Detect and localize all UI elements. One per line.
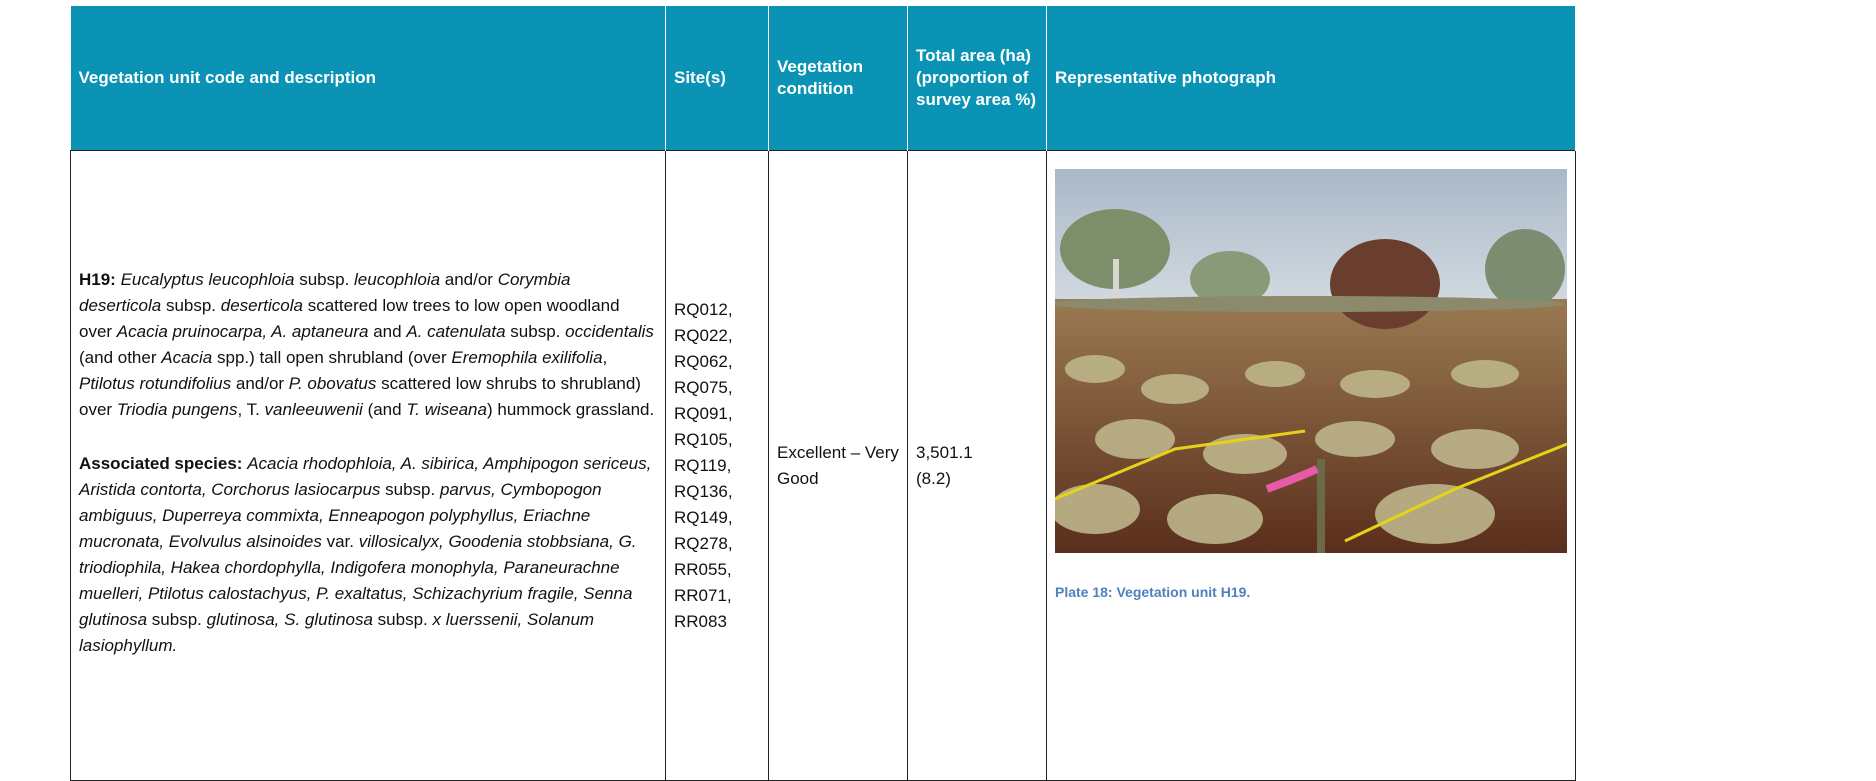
text-run: and/or — [231, 374, 289, 393]
header-cell: Total area (ha) (proportion of survey ar… — [908, 6, 1047, 151]
text-run: Acacia — [161, 348, 212, 367]
description-cell: H19: Eucalyptus leucophloia subsp. leuco… — [71, 151, 666, 781]
area: 3,501.1 — [916, 443, 973, 462]
text-run: (and other — [79, 348, 161, 367]
document: Vegetation unit code and description Sit… — [70, 6, 1576, 781]
text-run: subsp. — [506, 322, 566, 341]
text-run: H19: — [79, 270, 121, 289]
text-run: ) hummock grassland. — [487, 400, 654, 419]
text-run: Ptilotus rotundifolius — [79, 374, 231, 393]
text-run: Triodia pungens — [117, 400, 238, 419]
text-run: var. — [322, 532, 359, 551]
text-run: , — [603, 348, 608, 367]
site-code: RQ062, — [674, 349, 760, 375]
site-code: RR083 — [674, 609, 760, 635]
text-run: leucophloia — [354, 270, 440, 289]
site-code: RR071, — [674, 583, 760, 609]
text-run: Eucalyptus leucophloia — [121, 270, 295, 289]
text-run: subsp. — [373, 610, 433, 629]
text-run: A. catenulata — [406, 322, 505, 341]
site-code: RQ149, — [674, 505, 760, 531]
condition-cell: Excellent – Very Good — [769, 151, 908, 781]
text-run: vanleeuwenii — [265, 400, 363, 419]
text-run: Eremophila exilifolia — [451, 348, 602, 367]
text-run: (and — [363, 400, 406, 419]
text-run: and/or — [440, 270, 498, 289]
site-code: RR055, — [674, 557, 760, 583]
site-code: RQ278, — [674, 531, 760, 557]
vegetation-table: Vegetation unit code and description Sit… — [70, 6, 1576, 781]
site-code: RQ136, — [674, 479, 760, 505]
photo-cell: Plate 18: Vegetation unit H19. — [1047, 151, 1576, 781]
header-cell: Representative photograph — [1047, 6, 1576, 151]
description-paragraph: Associated species: Acacia rhodophloia, … — [79, 451, 657, 659]
photograph — [1055, 169, 1567, 553]
text-run: subsp. — [380, 480, 440, 499]
text-run: , T. — [237, 400, 264, 419]
site-code: RQ075, — [674, 375, 760, 401]
header-row: Vegetation unit code and description Sit… — [71, 6, 1576, 151]
text-run: occidentalis — [565, 322, 654, 341]
proportion: (8.2) — [916, 469, 951, 488]
page: Vegetation unit code and description Sit… — [0, 0, 1876, 769]
sites-cell: RQ012,RQ022,RQ062,RQ075,RQ091,RQ105,RQ11… — [666, 151, 769, 781]
text-run: subsp. — [161, 296, 221, 315]
text-run: T. wiseana — [406, 400, 487, 419]
photo-caption: Plate 18: Vegetation unit H19. — [1055, 579, 1567, 605]
header-cell: Vegetation condition — [769, 6, 908, 151]
header-cell: Vegetation unit code and description — [71, 6, 666, 151]
text-run: glutinosa, S. glutinosa — [207, 610, 373, 629]
text-run: P. obovatus — [289, 374, 377, 393]
text-run: Acacia pruinocarpa, A. aptaneura — [117, 322, 369, 341]
description-paragraph: H19: Eucalyptus leucophloia subsp. leuco… — [79, 267, 657, 423]
header-cell: Site(s) — [666, 6, 769, 151]
site-code: RQ091, — [674, 401, 760, 427]
site-code: RQ105, — [674, 427, 760, 453]
text-run: subsp. — [147, 610, 207, 629]
area-cell: 3,501.1 (8.2) — [908, 151, 1047, 781]
table-row: H19: Eucalyptus leucophloia subsp. leuco… — [71, 151, 1576, 781]
text-run: deserticola — [221, 296, 303, 315]
site-code: RQ119, — [674, 453, 760, 479]
text-run: and — [369, 322, 407, 341]
text-run: Associated species: — [79, 454, 247, 473]
text-run: spp.) tall open shrubland (over — [212, 348, 451, 367]
site-code: RQ012, — [674, 297, 760, 323]
text-run: subsp. — [294, 270, 354, 289]
site-code: RQ022, — [674, 323, 760, 349]
